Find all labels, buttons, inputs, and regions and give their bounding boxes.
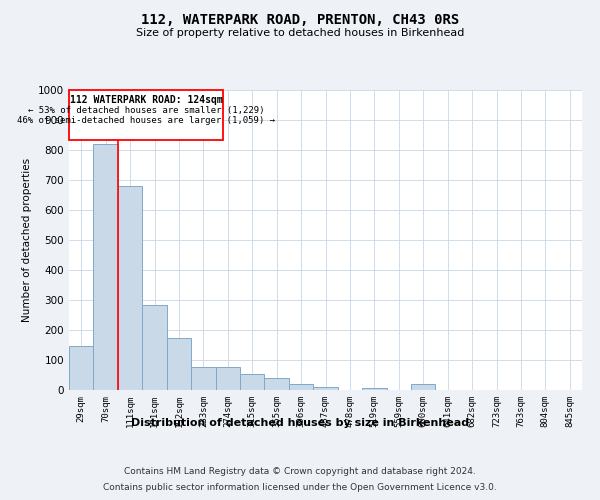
- Text: Distribution of detached houses by size in Birkenhead: Distribution of detached houses by size …: [131, 418, 469, 428]
- FancyBboxPatch shape: [69, 90, 223, 140]
- Text: Contains HM Land Registry data © Crown copyright and database right 2024.: Contains HM Land Registry data © Crown c…: [124, 468, 476, 476]
- Text: ← 53% of detached houses are smaller (1,229): ← 53% of detached houses are smaller (1,…: [28, 106, 264, 114]
- Y-axis label: Number of detached properties: Number of detached properties: [22, 158, 32, 322]
- Bar: [69, 346, 94, 390]
- Bar: [118, 186, 142, 390]
- Text: 112, WATERPARK ROAD, PRENTON, CH43 0RS: 112, WATERPARK ROAD, PRENTON, CH43 0RS: [141, 12, 459, 26]
- Bar: [167, 338, 191, 390]
- Bar: [94, 144, 118, 390]
- Bar: [362, 388, 386, 390]
- Bar: [240, 374, 265, 390]
- Bar: [142, 304, 167, 390]
- Bar: [265, 378, 289, 390]
- Bar: [191, 366, 215, 390]
- Text: Size of property relative to detached houses in Birkenhead: Size of property relative to detached ho…: [136, 28, 464, 38]
- Bar: [289, 384, 313, 390]
- Bar: [313, 387, 338, 390]
- Text: Contains public sector information licensed under the Open Government Licence v3: Contains public sector information licen…: [103, 482, 497, 492]
- Text: 46% of semi-detached houses are larger (1,059) →: 46% of semi-detached houses are larger (…: [17, 116, 275, 125]
- Text: 112 WATERPARK ROAD: 124sqm: 112 WATERPARK ROAD: 124sqm: [70, 94, 223, 104]
- Bar: [215, 366, 240, 390]
- Bar: [411, 384, 436, 390]
